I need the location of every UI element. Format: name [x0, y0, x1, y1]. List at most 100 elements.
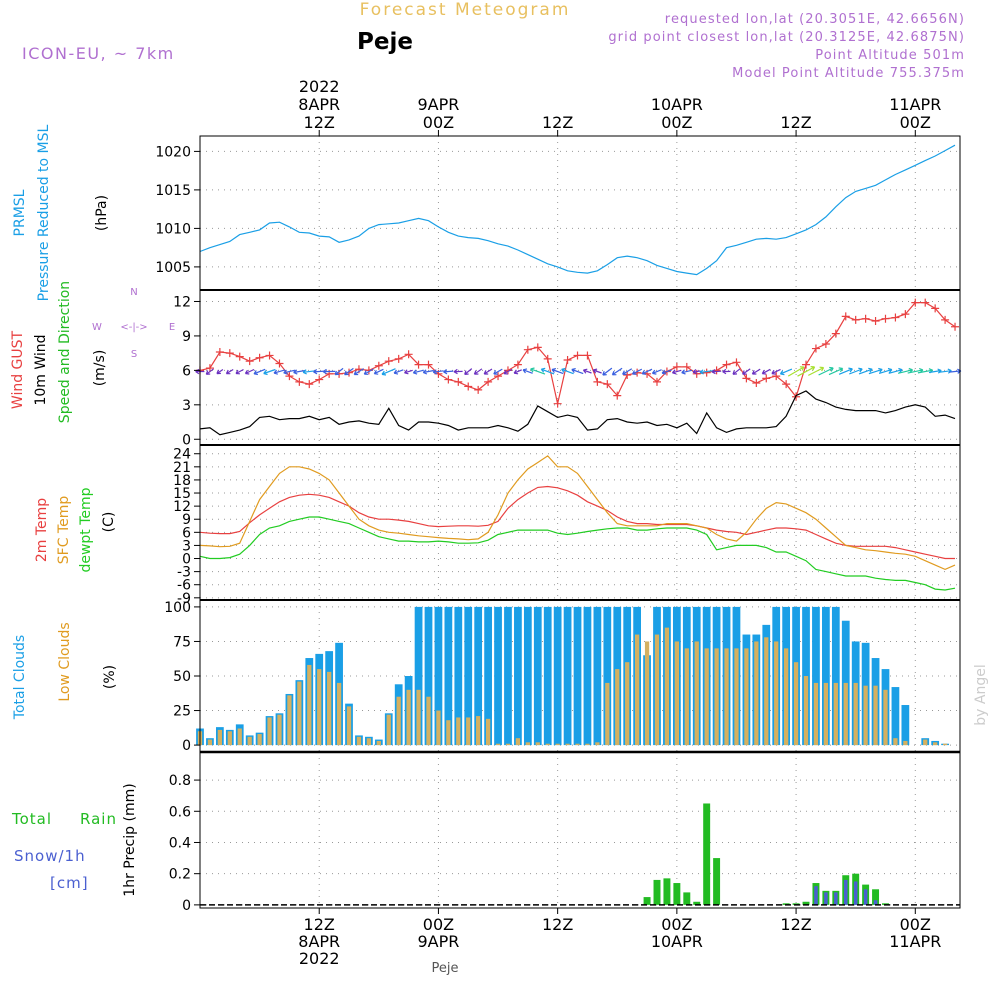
low-cloud-bar	[833, 682, 838, 746]
temp-label-sfc: SFC Temp	[56, 496, 72, 565]
low-cloud-bar	[664, 627, 670, 746]
gust-marker	[841, 312, 850, 321]
low-cloud-bar	[386, 714, 391, 746]
rain-bar	[872, 889, 880, 905]
wind-direction-arrow	[671, 369, 682, 375]
wind-direction-arrow	[592, 368, 602, 374]
requested-coords: requested lon,lat (20.3051E, 42.6656N)	[665, 12, 965, 27]
gust-marker	[404, 350, 413, 359]
compass-west: W	[92, 322, 102, 333]
wind-direction-arrow	[878, 367, 893, 374]
wind-direction-arrow	[582, 368, 592, 374]
wind-direction-arrow	[681, 369, 693, 375]
low-cloud-bar	[416, 689, 421, 746]
low-cloud-bar	[764, 637, 769, 746]
gust-marker	[414, 360, 423, 369]
low-cloud-bar	[237, 728, 242, 746]
total-cloud-bar	[583, 606, 592, 746]
low-cloud-bar	[327, 671, 332, 746]
total-cloud-bar	[414, 606, 423, 746]
rain-bar	[703, 803, 711, 905]
bottom-time-label: 2022	[299, 949, 340, 968]
wind-direction-arrow	[235, 368, 244, 375]
wind-label-gust: Wind GUST	[10, 330, 26, 409]
low-cloud-bar	[545, 743, 550, 746]
grid-point-coords: grid point closest lon,lat (20.3125E, 42…	[608, 30, 965, 45]
wind-direction-arrow	[422, 369, 434, 375]
wind-direction-arrow	[561, 367, 574, 375]
rain-bar	[693, 901, 701, 905]
top-time-label: 00Z	[900, 113, 931, 132]
total-cloud-bar	[901, 705, 910, 746]
precip-label-cm: [cm]	[50, 874, 89, 892]
top-time-label: 9APR	[417, 95, 459, 114]
wind-ytick-label: 12	[173, 294, 191, 310]
pressure-series-line	[199, 144, 956, 276]
wind-direction-arrow	[293, 369, 306, 375]
snow-bar	[853, 881, 858, 905]
low-cloud-bar	[376, 740, 381, 746]
low-cloud-bar	[784, 648, 789, 746]
low-cloud-bar	[694, 641, 699, 746]
wind-direction-arrow	[216, 369, 224, 375]
top-time-label: 00Z	[661, 113, 692, 132]
wind-direction-arrow	[393, 369, 404, 375]
low-cloud-bar	[704, 648, 709, 746]
total-cloud-bar	[444, 606, 453, 746]
model-point-altitude: Model Point Altitude 755.375m	[732, 66, 965, 81]
low-cloud-bar	[466, 717, 471, 746]
total-cloud-bar	[434, 606, 443, 746]
wind-direction-arrow	[808, 366, 825, 376]
total-cloud-bar	[822, 606, 830, 746]
top-time-label: 00Z	[423, 113, 454, 132]
bottom-time-label: 00Z	[900, 915, 931, 934]
low-cloud-bar	[515, 738, 521, 746]
low-cloud-bar	[297, 681, 302, 746]
wind-direction-arrow	[771, 368, 781, 375]
rain-bar	[653, 879, 661, 905]
gust-marker	[891, 313, 900, 322]
gust-marker	[742, 374, 751, 383]
bottom-time-label: 00Z	[661, 915, 692, 934]
gust-marker	[583, 351, 592, 360]
gust-marker	[623, 370, 632, 379]
gust-marker	[811, 344, 820, 353]
wind-ytick-label: 0	[182, 432, 191, 448]
low-cloud-bar	[754, 641, 759, 746]
low-cloud-bar	[893, 738, 898, 746]
clouds-label-low: Low Clouds	[57, 622, 73, 701]
low-cloud-bar	[287, 695, 292, 746]
gust-marker	[464, 382, 473, 391]
footer-location: Peje	[432, 961, 459, 976]
low-cloud-bar	[217, 729, 223, 746]
wind-direction-arrow	[711, 369, 722, 375]
total-cloud-bar	[563, 606, 572, 746]
wind-direction-arrow	[540, 367, 555, 375]
pressure-label-prmsl: PRMSL	[12, 189, 28, 236]
snow-bar	[814, 886, 818, 905]
wind-direction-arrow	[838, 367, 853, 375]
temperature-ytick-label: 3	[182, 538, 191, 554]
wind-direction-arrow	[503, 368, 513, 375]
gust-marker	[931, 304, 940, 313]
wind-direction-arrow	[602, 367, 613, 376]
total-cloud-bar	[573, 606, 582, 746]
rain-bar	[713, 858, 721, 905]
snow-bar	[824, 892, 828, 905]
gust-marker	[205, 364, 214, 373]
wind-direction-arrow	[283, 369, 296, 375]
clouds-ytick-label: 100	[164, 600, 191, 616]
model-label: ICON-EU, ~ 7km	[22, 44, 175, 63]
temperature-frame	[199, 444, 961, 601]
wind-direction-arrow	[848, 367, 863, 375]
wind-direction-arrow	[432, 369, 444, 375]
top-time-label: 11APR	[889, 95, 941, 114]
low-cloud-bar	[843, 682, 848, 746]
low-cloud-bar	[575, 743, 580, 746]
gust-marker	[603, 380, 612, 389]
gust-marker	[225, 349, 234, 358]
low-cloud-bar	[436, 710, 441, 746]
rain-bar	[792, 903, 800, 905]
temperature-series-line	[199, 485, 955, 560]
gust-marker	[702, 368, 711, 377]
